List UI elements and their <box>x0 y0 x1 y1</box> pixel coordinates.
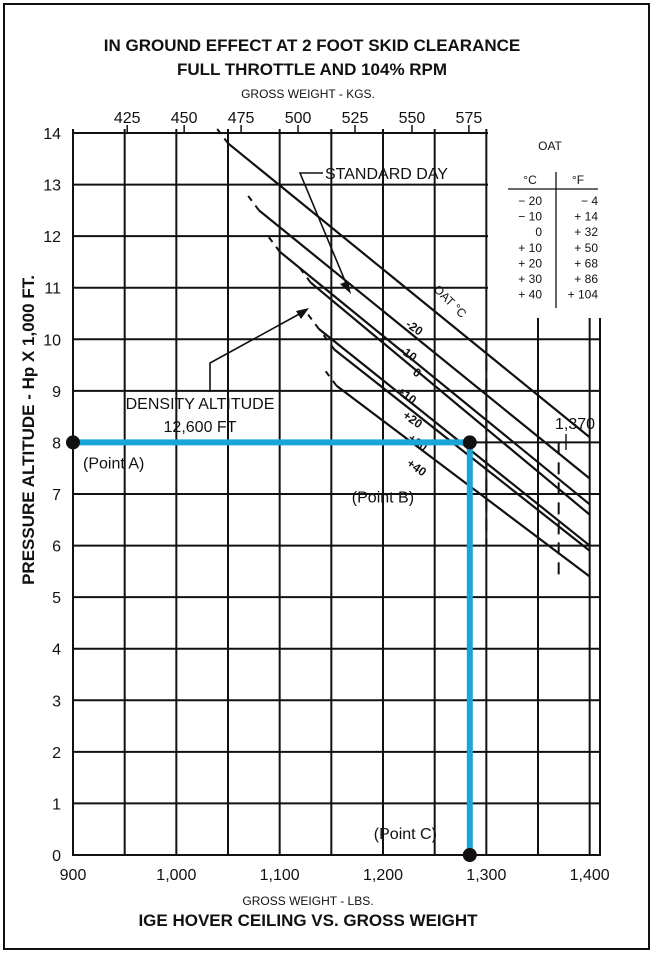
x2-tick-label: 575 <box>456 110 483 127</box>
oat-table-title: OAT <box>538 139 562 153</box>
oat-row-c: − 20 <box>518 194 542 208</box>
y-axis-label: PRESSURE ALTITUDE - Hp X 1,000 FT. <box>19 275 38 585</box>
oat-row-c: + 40 <box>518 288 542 302</box>
y-tick-label: 5 <box>52 590 61 607</box>
y-tick-label: 4 <box>52 642 61 659</box>
x2-tick-label: 500 <box>285 110 312 127</box>
x2-tick-label: 475 <box>228 110 255 127</box>
y-tick-label: 13 <box>43 178 61 195</box>
curve-dash <box>306 312 320 330</box>
x-tick-label: 1,200 <box>363 867 403 884</box>
oat-row-c: − 10 <box>518 210 542 224</box>
x2-axis-label: GROSS WEIGHT - KGS. <box>241 87 375 101</box>
curve-dash <box>215 126 229 144</box>
density-altitude-arrowhead <box>296 308 309 319</box>
oat-curve-line <box>258 209 591 480</box>
example-point <box>66 435 80 450</box>
y-tick-label: 1 <box>52 796 61 813</box>
example-point-label: (Point B) <box>352 489 414 506</box>
density-altitude-leader <box>209 311 304 392</box>
outer-border <box>3 3 650 950</box>
example-point-label: (Point A) <box>83 455 144 472</box>
x-tick-label: 1,300 <box>466 867 506 884</box>
oat-table-rows: − 20 − 4 − 10 + 14 0 + 32 + 10 + 50 + 20 + 68 + 30… <box>518 194 598 302</box>
y-tick-label: 0 <box>52 848 61 865</box>
y-tick-label: 7 <box>52 487 61 504</box>
y-tick-label: 10 <box>43 332 61 349</box>
x-axis-label: GROSS WEIGHT - LBS. <box>242 894 373 908</box>
oat-table: OAT °C °F − 20− 4− 10 + 140 + 32+ 10 + 50+ … <box>488 126 608 318</box>
oat-row-f: − 4 <box>581 194 598 208</box>
chart-title-line-2: FULL THROTTLE AND 104% RPM <box>177 60 447 79</box>
y-tick-label: 12 <box>43 229 61 246</box>
x2-tick-label: 425 <box>114 110 141 127</box>
oat-table-header-c: °C <box>523 173 537 187</box>
oat-table-background <box>488 126 608 318</box>
x-tick-label: 1,400 <box>570 867 610 884</box>
oat-curve-line <box>309 281 591 516</box>
grid <box>72 129 601 856</box>
oat-row-f: + 104 <box>568 288 599 302</box>
standard-day-leader <box>298 172 349 289</box>
y-tick-label: 6 <box>52 539 61 556</box>
example-point <box>462 848 477 862</box>
oat-row-f: + 14 <box>574 210 598 224</box>
oat-curve-line <box>278 250 591 506</box>
x2-tick-label: 450 <box>171 110 198 127</box>
x2-tick-label: 550 <box>399 110 426 127</box>
curve-dash <box>297 265 312 284</box>
y-tick-label: 8 <box>52 435 61 452</box>
chart-title-line-1: IN GROUND EFFECT AT 2 FOOT SKID CLEARANC… <box>104 36 521 55</box>
y-tick-label: 11 <box>44 281 61 298</box>
y-tick-label: 2 <box>52 745 61 762</box>
density-altitude-value: 12,600 FT <box>164 419 237 436</box>
oat-curve-label: +10 <box>394 384 419 407</box>
y-tick-label: 14 <box>43 126 61 143</box>
standard-day-arrowhead <box>340 281 351 294</box>
y-tick-label: 3 <box>52 693 61 710</box>
curve-dash <box>266 235 281 253</box>
oat-row-f: + 68 <box>574 256 598 270</box>
y-tick-label: 9 <box>52 384 61 401</box>
plot-frame <box>72 132 601 856</box>
oat-curve-line <box>333 348 591 552</box>
limit-dashes <box>215 126 560 577</box>
chart-caption: IGE HOVER CEILING VS. GROSS WEIGHT <box>138 911 478 930</box>
x-tick-label: 900 <box>60 867 87 884</box>
oat-row-f: + 86 <box>574 272 598 286</box>
oat-row-f: + 50 <box>574 241 598 255</box>
x-tick-label: 1,100 <box>260 867 300 884</box>
oat-row-c: + 30 <box>518 272 542 286</box>
curve-dash <box>321 333 336 351</box>
oat-row-c: + 10 <box>518 241 542 255</box>
oat-curve-line <box>318 328 591 547</box>
example-point <box>462 435 477 450</box>
oat-row-c: 0 <box>535 225 542 239</box>
oat-curve-label: -10 <box>397 343 420 365</box>
oat-curve-line <box>335 384 591 578</box>
x2-tick-label: 525 <box>342 110 369 127</box>
oat-row-f: + 32 <box>574 225 598 239</box>
x-tick-label: 1,000 <box>156 867 196 884</box>
oat-row-c: + 20 <box>518 256 542 270</box>
example-path: (Point A) (Point B) (Point C) <box>66 435 477 862</box>
curve-dash <box>246 193 260 211</box>
limit-line-label: 1,370 <box>555 416 595 433</box>
standard-day-label: STANDARD DAY <box>325 166 448 183</box>
curve-dash <box>323 369 338 387</box>
density-altitude-label: DENSITY ALTITUDE <box>126 396 275 413</box>
oat-curve-line <box>227 142 591 439</box>
example-point-label: (Point C) <box>374 826 437 843</box>
oat-curve-label: +40 <box>404 456 429 479</box>
oat-table-header-f: °F <box>572 173 584 187</box>
